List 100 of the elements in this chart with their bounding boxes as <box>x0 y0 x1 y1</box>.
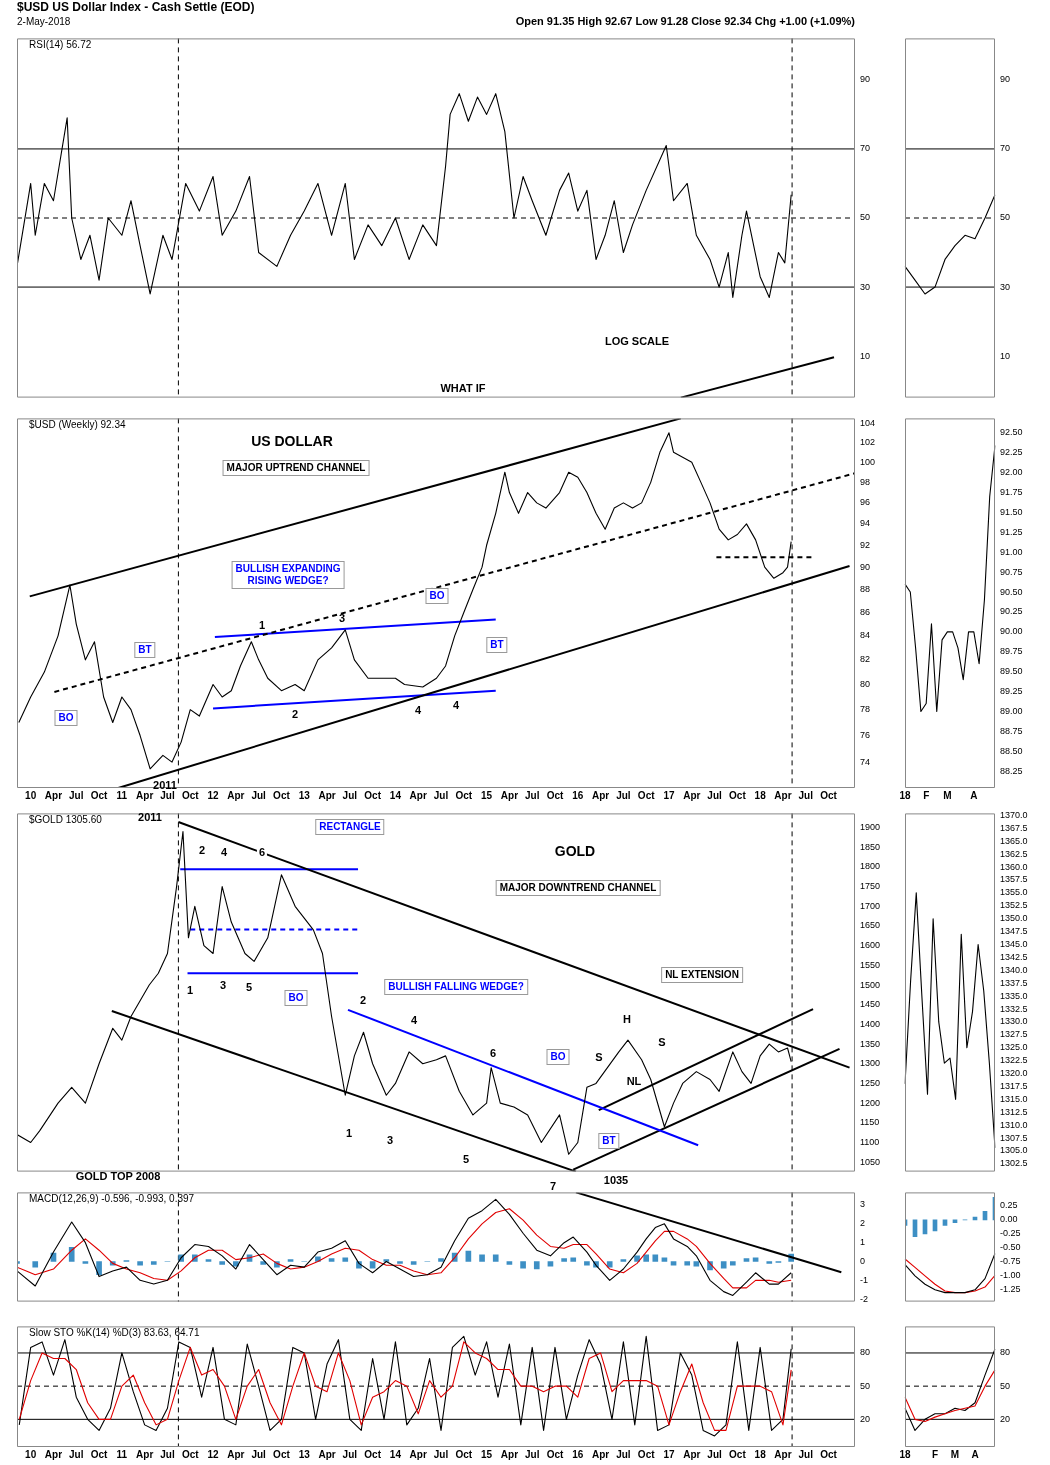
y-tick-label: 70 <box>1000 143 1011 154</box>
y-tick-label: 1327.5 <box>1000 1029 1028 1040</box>
chart-title: $GOLD 1305.60 <box>29 814 103 826</box>
x-tick-label: Apr <box>409 789 427 801</box>
annotation: 1 <box>345 1127 353 1139</box>
x-tick-label: Oct <box>729 789 747 801</box>
annotation: BT <box>598 1133 620 1149</box>
annotation: S <box>658 1036 666 1048</box>
annotation: 4 <box>410 1014 418 1026</box>
annotation: US DOLLAR <box>251 433 333 449</box>
y-tick-label: 102 <box>860 437 876 447</box>
x-tick-label: Apr <box>227 789 245 801</box>
y-tick-label: 1315.0 <box>1000 1093 1028 1104</box>
x-tick-label: 17 <box>663 789 675 801</box>
annotation: 4 <box>220 846 228 858</box>
annotation: GOLD <box>554 843 596 859</box>
x-tick-label: 18 <box>754 789 767 801</box>
x-tick-label: M <box>943 789 952 801</box>
y-tick-label: 91.00 <box>1000 546 1023 557</box>
annotation: BO <box>54 710 78 726</box>
annotation: 4 <box>414 704 422 716</box>
x-tick-label: 18 <box>754 1448 767 1460</box>
annotation: BULLISH EXPANDING RISING WEDGE? <box>231 561 345 589</box>
y-tick-label: 1352.5 <box>1000 900 1028 911</box>
y-tick-label: 1850 <box>860 841 881 852</box>
x-tick-label: Oct <box>729 1448 747 1460</box>
y-tick-label: 91.50 <box>1000 506 1023 517</box>
x-tick-label: Oct <box>273 1448 291 1460</box>
y-tick-label: 1342.5 <box>1000 951 1028 962</box>
x-tick-label: F <box>923 789 930 801</box>
y-tick-label: 78 <box>860 704 871 715</box>
y-tick-label: 1305.0 <box>1000 1145 1028 1156</box>
x-tick-label: Apr <box>774 1448 792 1460</box>
x-tick-label: Apr <box>409 1448 427 1460</box>
y-tick-label: 1200 <box>860 1097 881 1108</box>
y-tick-label: -0.75 <box>1000 1256 1021 1267</box>
y-tick-label: 30 <box>1000 281 1011 292</box>
x-tick-label: 11 <box>116 1448 128 1460</box>
x-tick-label: 14 <box>389 1448 402 1460</box>
y-tick-label: 1 <box>860 1237 866 1248</box>
x-tick-label: 18 <box>899 789 911 801</box>
annotation: 3 <box>386 1134 394 1146</box>
annotation: 3 <box>219 979 227 991</box>
x-tick-label: Jul <box>251 789 267 801</box>
y-tick-label: 1300 <box>860 1058 881 1069</box>
y-tick-label: 50 <box>860 212 871 223</box>
y-tick-label: 0.00 <box>1000 1214 1018 1225</box>
x-tick-label: 15 <box>481 1448 493 1460</box>
y-tick-label: 88.25 <box>1000 765 1023 776</box>
y-tick-label: 90 <box>1000 74 1011 85</box>
y-tick-label: 91.25 <box>1000 526 1023 537</box>
y-tick-label: 89.25 <box>1000 686 1023 697</box>
x-tick-label: 12 <box>207 1448 220 1460</box>
annotation: BO <box>284 990 308 1006</box>
y-tick-label: 1340.0 <box>1000 964 1028 975</box>
annotation: 1 <box>258 619 266 631</box>
x-tick-label: Oct <box>820 1448 838 1460</box>
annotation: WHAT IF <box>440 382 486 394</box>
y-tick-label: 1330.0 <box>1000 1016 1028 1027</box>
x-tick-label: Oct <box>364 1448 382 1460</box>
x-tick-label: Oct <box>364 789 382 801</box>
y-tick-label: 94 <box>860 518 871 529</box>
y-tick-label: 3 <box>860 1199 866 1210</box>
x-tick-label: Oct <box>90 789 109 801</box>
y-tick-label: 1350 <box>860 1038 881 1049</box>
y-tick-label: 1800 <box>860 861 881 872</box>
y-tick-label: 1332.5 <box>1000 1003 1028 1014</box>
x-tick-label: Apr <box>500 789 519 801</box>
x-tick-label: Apr <box>774 789 792 801</box>
y-tick-label: 82 <box>860 654 871 665</box>
y-tick-label: 1750 <box>860 881 881 892</box>
y-tick-label: 76 <box>860 730 871 741</box>
x-tick-label: Apr <box>591 1448 610 1460</box>
annotation: 4 <box>452 699 460 711</box>
x-tick-label: 16 <box>572 1448 584 1460</box>
y-tick-label: 1365.0 <box>1000 835 1028 846</box>
annotation: BT <box>134 642 156 658</box>
y-tick-label: 88 <box>860 584 871 595</box>
x-tick-label: Apr <box>227 1448 245 1460</box>
y-tick-label: 96 <box>860 497 871 508</box>
x-tick-label: Jul <box>433 1448 449 1460</box>
x-tick-label: Jul <box>798 1448 814 1460</box>
y-tick-label: 90.25 <box>1000 606 1023 617</box>
y-tick-label: 1370.0 <box>1000 809 1028 820</box>
annotation: 2011 <box>153 779 177 791</box>
x-tick-label: Apr <box>591 789 610 801</box>
y-tick-label: 1550 <box>860 959 881 970</box>
y-tick-label: 1350.0 <box>1000 913 1028 924</box>
chart-title: Slow STO %K(14) %D(3) 83.63, 64.71 <box>29 1327 200 1339</box>
x-tick-label: Oct <box>637 1448 656 1460</box>
y-tick-label: 100 <box>860 456 876 467</box>
text: Open 91.35 High 92.67 Low 91.28 Close 92.34 Chg +1.00 (+1.09%) <box>515 15 855 27</box>
y-tick-label: 80 <box>860 1347 871 1358</box>
x-tick-label: Jul <box>69 1448 84 1460</box>
y-tick-label: 1500 <box>860 979 881 990</box>
y-tick-label: 1347.5 <box>1000 926 1028 937</box>
x-tick-label: F <box>931 1448 939 1460</box>
annotation: NL EXTENSION <box>661 967 743 983</box>
x-tick-label: Oct <box>181 1448 200 1460</box>
annotation: RECTANGLE <box>315 819 385 835</box>
